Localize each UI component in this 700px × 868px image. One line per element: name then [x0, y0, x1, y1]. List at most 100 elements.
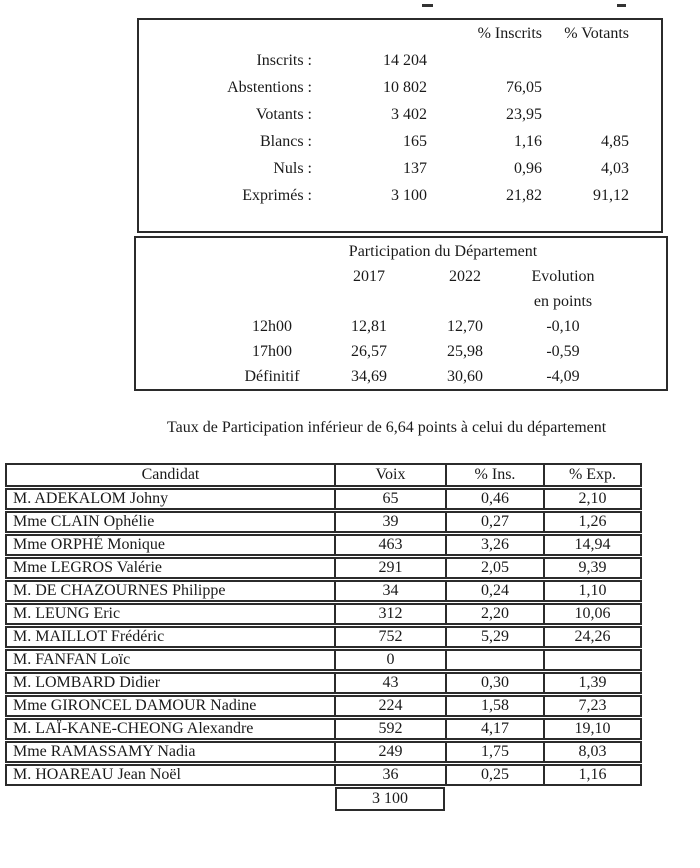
participation-header-row: 2017 2022 Evolution	[136, 264, 666, 289]
value-evolution: -0,10	[546, 318, 580, 335]
value-evolution: -0,59	[546, 343, 580, 360]
empty-cell	[136, 289, 320, 314]
candidate-voix: 36	[334, 766, 445, 784]
participation-row-definitif: Définitif 34,69 30,60 -4,09	[136, 364, 666, 389]
participation-table: Participation du Département 2017 2022 E…	[134, 236, 668, 391]
row-label: Nuls :	[273, 160, 312, 177]
row-count: 3 402	[391, 106, 427, 123]
empty-cell	[136, 264, 320, 289]
candidates-header-row: Candidat Voix % Ins. % Exp.	[5, 463, 642, 487]
cropped-text-remnant	[617, 4, 626, 7]
summary-row-nuls: Nuls : 137 0,96 4,03	[139, 155, 661, 182]
candidate-pct-ins: 0,30	[445, 674, 543, 692]
candidate-name: Mme ORPHÉ Monique	[13, 536, 165, 553]
row-pct-inscrits	[427, 47, 542, 74]
summary-row-inscrits: Inscrits : 14 204	[139, 47, 661, 74]
row-pct-votants	[542, 101, 629, 128]
candidate-pct-ins: 1,58	[445, 697, 543, 715]
candidate-name: M. LEUNG Eric	[13, 605, 121, 622]
candidate-voix: 34	[334, 582, 445, 600]
candidate-name: Mme CLAIN Ophélie	[13, 513, 155, 530]
candidate-row: M. HOAREAU Jean Noël 36 0,25 1,16	[5, 764, 642, 786]
candidate-row: Mme CLAIN Ophélie 39 0,27 1,26	[5, 511, 642, 533]
row-count: 14 204	[383, 52, 427, 69]
row-label: Exprimés :	[242, 187, 312, 204]
value-2017: 12,81	[351, 318, 387, 335]
candidate-row: M. LOMBARD Didier 43 0,30 1,39	[5, 672, 642, 694]
candidate-pct-ins: 0,46	[445, 490, 543, 508]
value-evolution: -4,09	[546, 368, 580, 385]
summary-row-votants: Votants : 3 402 23,95	[139, 101, 661, 128]
evolution-header-units: en points	[533, 293, 593, 310]
candidate-voix: 249	[334, 743, 445, 761]
summary-row-exprimes: Exprimés : 3 100 21,82 91,12	[139, 182, 661, 209]
row-label: Définitif	[244, 368, 300, 385]
candidate-name: M. MAILLOT Frédéric	[13, 628, 165, 645]
candidate-pct-exp: 9,39	[543, 559, 640, 577]
total-voix-box: 3 100	[335, 787, 445, 811]
candidate-name: Mme RAMASSAMY Nadia	[13, 743, 196, 760]
participation-title: Participation du Département	[348, 243, 538, 260]
row-count: 137	[403, 160, 427, 177]
candidate-pct-ins: 4,17	[445, 720, 543, 738]
empty-cell	[418, 289, 512, 314]
row-pct-votants: 4,85	[601, 133, 629, 150]
candidate-voix: 39	[334, 513, 445, 531]
candidate-name: M. HOAREAU Jean Noël	[13, 766, 181, 783]
candidate-pct-exp: 19,10	[543, 720, 640, 738]
pct-votants-header: % Votants	[564, 25, 629, 42]
candidate-voix: 312	[334, 605, 445, 623]
row-pct-inscrits: 21,82	[506, 187, 542, 204]
candidate-pct-exp: 8,03	[543, 743, 640, 761]
value-2017: 34,69	[351, 368, 387, 385]
candidate-name: Mme LEGROS Valérie	[13, 559, 163, 576]
candidate-pct-ins: 0,24	[445, 582, 543, 600]
candidate-name: M. DE CHAZOURNES Philippe	[13, 582, 226, 599]
candidate-name: M. ADEKALOM Johny	[13, 490, 169, 507]
row-count: 165	[403, 133, 427, 150]
empty-cell	[320, 289, 418, 314]
candidate-pct-exp: 1,26	[543, 513, 640, 531]
value-2017: 26,57	[351, 343, 387, 360]
candidates-results-table: Candidat Voix % Ins. % Exp. M. ADEKALOM …	[5, 463, 642, 811]
summary-row-blancs: Blancs : 165 1,16 4,85	[139, 128, 661, 155]
row-label: 17h00	[252, 343, 292, 360]
candidate-name: M. FANFAN Loïc	[13, 651, 131, 668]
candidate-pct-exp: 1,16	[543, 766, 640, 784]
candidate-pct-exp: 14,94	[543, 536, 640, 554]
empty-cell	[139, 20, 312, 47]
pct-exp-column-header: % Exp.	[543, 465, 640, 485]
candidate-row: M. MAILLOT Frédéric 752 5,29 24,26	[5, 626, 642, 648]
row-pct-votants: 4,03	[601, 160, 629, 177]
row-count: 10 802	[383, 79, 427, 96]
candidate-voix: 224	[334, 697, 445, 715]
candidat-column-header: Candidat	[141, 466, 200, 483]
candidate-row: M. LEUNG Eric 312 2,20 10,06	[5, 603, 642, 625]
candidate-pct-exp	[543, 651, 640, 669]
participation-comparison-note: Taux de Participation inférieur de 6,64 …	[167, 419, 607, 436]
candidate-row: M. DE CHAZOURNES Philippe 34 0,24 1,10	[5, 580, 642, 602]
candidate-name: Mme GIRONCEL DAMOUR Nadine	[13, 697, 257, 714]
summary-row-abstentions: Abstentions : 10 802 76,05	[139, 74, 661, 101]
row-pct-votants	[542, 47, 629, 74]
cropped-text-remnant	[422, 4, 433, 7]
results-summary-table: % Inscrits % Votants Inscrits : 14 204 A…	[137, 18, 663, 233]
value-2022: 12,70	[447, 318, 483, 335]
candidate-pct-ins	[445, 651, 543, 669]
candidate-pct-exp: 2,10	[543, 490, 640, 508]
total-voix-value: 3 100	[372, 790, 408, 807]
candidate-pct-exp: 24,26	[543, 628, 640, 646]
voix-column-header: Voix	[334, 465, 445, 485]
year-2017-header: 2017	[353, 268, 385, 285]
year-2022-header: 2022	[449, 268, 481, 285]
candidate-pct-ins: 3,26	[445, 536, 543, 554]
candidate-pct-ins: 2,20	[445, 605, 543, 623]
candidate-row: M. ADEKALOM Johny 65 0,46 2,10	[5, 488, 642, 510]
row-pct-votants	[542, 74, 629, 101]
row-label: Votants :	[255, 106, 312, 123]
candidate-pct-ins: 0,27	[445, 513, 543, 531]
candidate-pct-ins: 2,05	[445, 559, 543, 577]
candidate-pct-exp: 7,23	[543, 697, 640, 715]
pct-inscrits-header: % Inscrits	[477, 25, 542, 42]
